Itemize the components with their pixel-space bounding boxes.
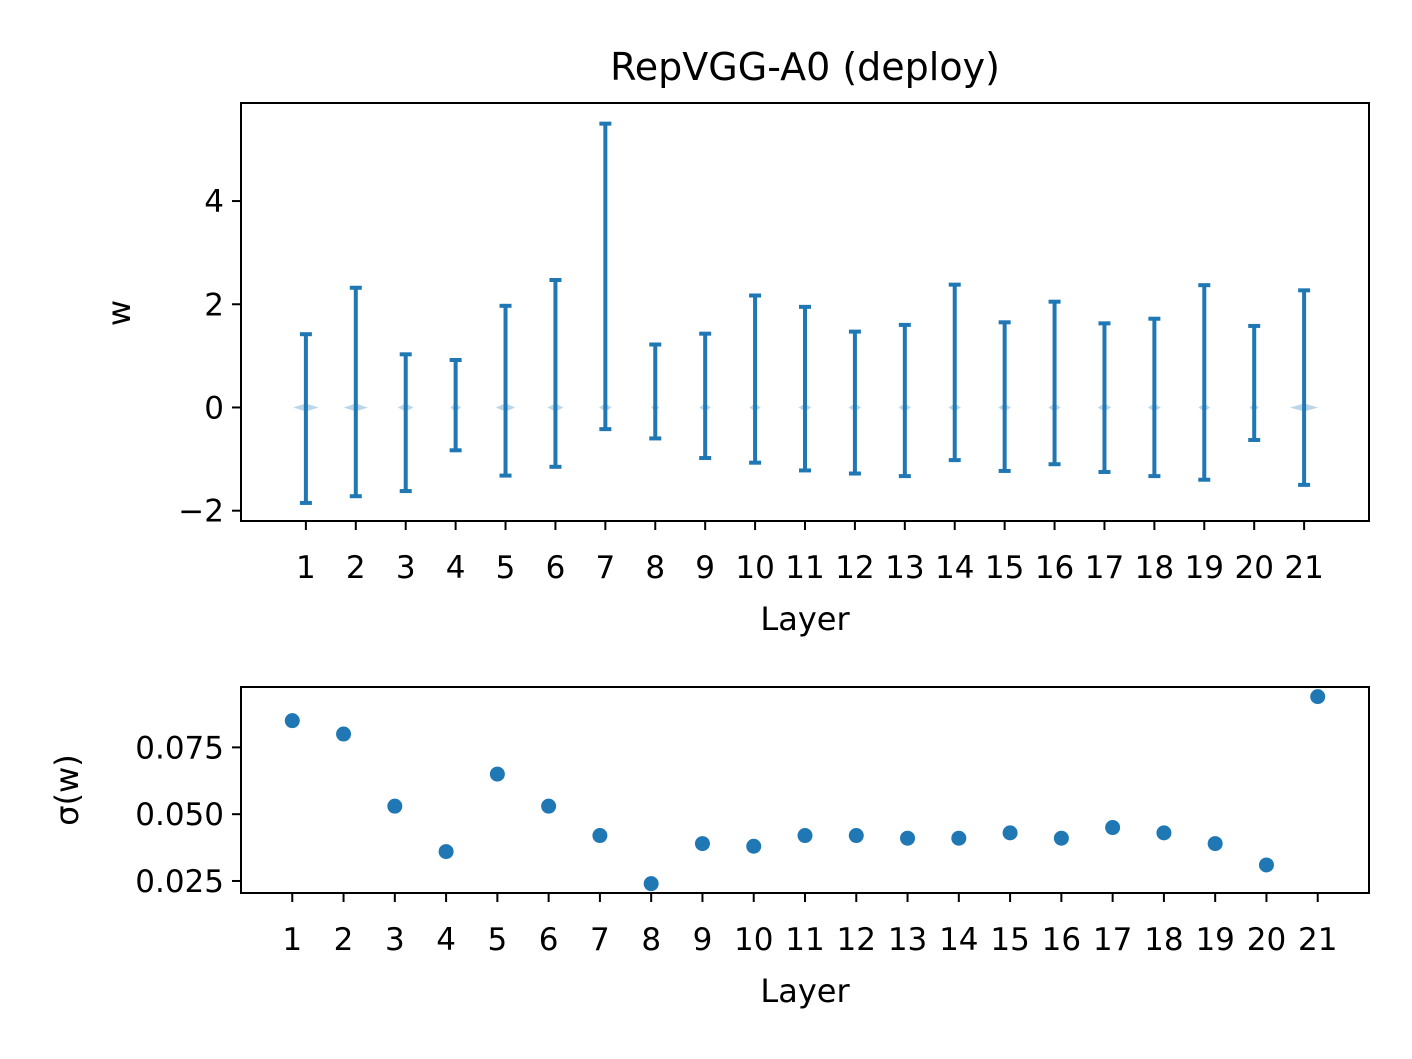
bottom-y-tick-label: 0.025 [135,864,224,900]
top-x-tick-label: 20 [1234,550,1273,586]
top-x-tick-label: 10 [735,550,774,586]
layer-3-sigma-point [387,798,403,814]
layer-8-sigma-point [643,876,659,892]
layer-12-sigma-point [848,828,864,844]
layer-9-sigma-point [694,836,710,852]
top-y-tick-label: 2 [204,287,224,323]
bottom-x-tick-label: 21 [1298,922,1337,958]
bottom-x-tick-label: 1 [282,922,302,958]
top-x-tick-label: 19 [1185,550,1224,586]
top-x-tick-label: 9 [695,550,715,586]
bottom-x-tick-label: 10 [734,922,773,958]
layer-17-sigma-point [1105,820,1121,836]
bottom-x-axis-title: Layer [760,972,850,1010]
bottom-x-tick-label: 8 [641,922,661,958]
layer-16-sigma-point [1053,830,1069,846]
bottom-x-tick-label: 3 [385,922,405,958]
top-x-tick-label: 3 [396,550,416,586]
bottom-y-axis-title: σ(w) [48,754,86,825]
top-x-tick-label: 15 [985,550,1024,586]
top-x-tick-label: 6 [546,550,566,586]
layer-5-sigma-point [489,766,505,782]
top-y-tick-label: 4 [204,184,224,220]
top-x-axis-title: Layer [760,600,850,638]
bottom-x-tick-label: 14 [939,922,978,958]
top-y-tick-label: −2 [178,494,224,530]
bottom-x-tick-label: 20 [1247,922,1286,958]
bottom-x-tick-label: 5 [487,922,507,958]
top-y-tick-label: 0 [204,390,224,426]
top-x-tick-label: 21 [1284,550,1323,586]
bottom-x-tick-label: 13 [888,922,927,958]
top-x-tick-label: 1 [296,550,316,586]
top-x-tick-label: 17 [1085,550,1124,586]
bottom-x-tick-label: 2 [334,922,354,958]
bottom-y-tick-label: 0.050 [135,797,224,833]
top-x-tick-label: 16 [1035,550,1074,586]
bottom-x-tick-label: 4 [436,922,456,958]
bottom-x-tick-label: 11 [785,922,824,958]
top-x-tick-label: 4 [446,550,466,586]
top-x-tick-label: 14 [935,550,974,586]
top-x-tick-label: 12 [835,550,874,586]
top-x-tick-label: 8 [645,550,665,586]
layer-15-sigma-point [1002,825,1018,841]
layer-2-sigma-point [336,726,352,742]
bottom-x-tick-label: 18 [1144,922,1183,958]
top-x-tick-label: 18 [1135,550,1174,586]
bottom-x-tick-label: 16 [1042,922,1081,958]
chart-title: RepVGG-A0 (deploy) [610,45,1000,89]
top-x-tick-label: 13 [885,550,924,586]
bottom-x-tick-label: 17 [1093,922,1132,958]
layer-7-sigma-point [592,828,608,844]
bottom-x-tick-label: 15 [990,922,1029,958]
errorbar-marks [293,121,1319,505]
bottom-x-tick-label: 6 [539,922,559,958]
top-x-tick-label: 7 [595,550,615,586]
layer-6-sigma-point [541,798,557,814]
layer-14-sigma-point [951,830,967,846]
bottom-x-tick-label: 9 [693,922,713,958]
bottom-y-tick-label: 0.075 [135,730,224,766]
layer-21-sigma-point [1310,689,1326,705]
top-x-tick-label: 11 [785,550,824,586]
layer-19-sigma-point [1207,836,1223,852]
top-y-axis-title: w [100,300,138,326]
layer-18-sigma-point [1156,825,1172,841]
bottom-x-tick-label: 19 [1195,922,1234,958]
layer-20-sigma-point [1258,857,1274,873]
bottom-x-tick-label: 12 [837,922,876,958]
top-x-tick-label: 5 [496,550,516,586]
layer-1-sigma-point [284,713,300,729]
top-x-tick-label: 2 [346,550,366,586]
layer-10-sigma-point [746,838,762,854]
scatter-marks [284,689,1326,892]
layer-11-sigma-point [797,828,813,844]
layer-4-sigma-point [438,844,454,860]
bottom-x-tick-label: 7 [590,922,610,958]
layer-13-sigma-point [900,830,916,846]
